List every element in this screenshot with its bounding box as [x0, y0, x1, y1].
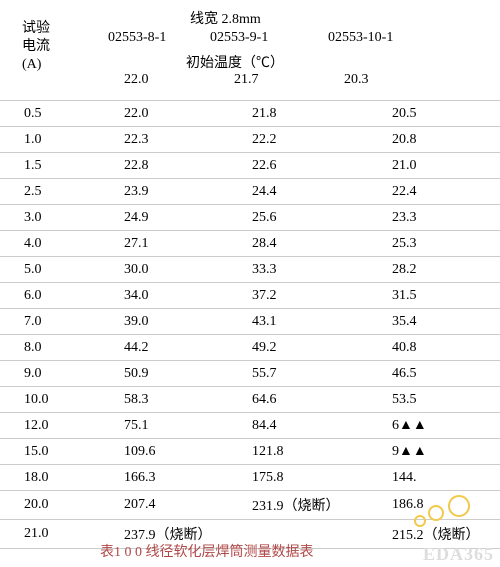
cell-current: 1.5 — [0, 153, 124, 179]
cell-c3: 40.8 — [392, 335, 500, 361]
cell-c2: 121.8 — [252, 439, 392, 465]
cell-c2: 22.6 — [252, 153, 392, 179]
cell-c3: 20.8 — [392, 127, 500, 153]
table-row: 8.044.249.240.8 — [0, 335, 500, 361]
cell-c1: 24.9 — [124, 205, 252, 231]
watermark-text: EDA365 — [423, 544, 494, 565]
cell-c3: 35.4 — [392, 309, 500, 335]
cell-c2: 55.7 — [252, 361, 392, 387]
cell-c3: 144. — [392, 465, 500, 491]
line-width-label: 线宽 2.8mm — [190, 8, 261, 28]
cell-c2: 49.2 — [252, 335, 392, 361]
cell-current: 7.0 — [0, 309, 124, 335]
cell-c3: 25.3 — [392, 231, 500, 257]
cell-c1: 207.4 — [124, 491, 252, 520]
cell-current: 15.0 — [0, 439, 124, 465]
cell-c1: 34.0 — [124, 283, 252, 309]
cell-c2: 28.4 — [252, 231, 392, 257]
cell-c1: 39.0 — [124, 309, 252, 335]
table-row: 12.075.184.46▲▲ — [0, 413, 500, 439]
table-row: 2.523.924.422.4 — [0, 179, 500, 205]
cell-c1: 50.9 — [124, 361, 252, 387]
sample-id-3: 02553-10-1 — [328, 30, 393, 46]
cell-current: 2.5 — [0, 179, 124, 205]
initial-temp-1: 22.0 — [124, 72, 149, 88]
table-row: 10.058.364.653.5 — [0, 387, 500, 413]
watermark-circles — [410, 495, 470, 531]
cell-c1: 22.3 — [124, 127, 252, 153]
table-row: 1.022.322.220.8 — [0, 127, 500, 153]
label-test: 试验 — [22, 20, 50, 38]
table-row: 18.0166.3175.8144. — [0, 465, 500, 491]
cell-c3: 22.4 — [392, 179, 500, 205]
cell-c1: 22.0 — [124, 101, 252, 127]
table-header-block: 试验 电流 (A) 线宽 2.8mm 02553-8-1 02553-9-1 0… — [0, 0, 500, 8]
line-width-text: 线宽 — [190, 12, 218, 27]
sample-id-2: 02553-9-1 — [210, 30, 268, 46]
cell-c1: 44.2 — [124, 335, 252, 361]
cell-c2: 24.4 — [252, 179, 392, 205]
cell-c2: 43.1 — [252, 309, 392, 335]
cell-c1: 75.1 — [124, 413, 252, 439]
cell-current: 10.0 — [0, 387, 124, 413]
cell-c3: 53.5 — [392, 387, 500, 413]
cell-c2: 22.2 — [252, 127, 392, 153]
cell-current: 0.5 — [0, 101, 124, 127]
cell-c1: 109.6 — [124, 439, 252, 465]
cell-current: 4.0 — [0, 231, 124, 257]
cell-current: 3.0 — [0, 205, 124, 231]
cell-c1: 22.8 — [124, 153, 252, 179]
cell-c1: 166.3 — [124, 465, 252, 491]
cell-c3: 46.5 — [392, 361, 500, 387]
cell-c2: 37.2 — [252, 283, 392, 309]
cell-current: 12.0 — [0, 413, 124, 439]
cell-c2: 175.8 — [252, 465, 392, 491]
cell-current: 18.0 — [0, 465, 124, 491]
label-unit: (A) — [22, 56, 50, 74]
page: 试验 电流 (A) 线宽 2.8mm 02553-8-1 02553-9-1 0… — [0, 0, 500, 567]
cell-c3: 28.2 — [392, 257, 500, 283]
table-row: 5.030.033.328.2 — [0, 257, 500, 283]
cell-c3: 31.5 — [392, 283, 500, 309]
table-row: 7.039.043.135.4 — [0, 309, 500, 335]
cell-c2: 64.6 — [252, 387, 392, 413]
initial-temp-label: 初始温度（℃） — [186, 52, 284, 72]
cell-c3: 9▲▲ — [392, 439, 500, 465]
cell-c3: 21.0 — [392, 153, 500, 179]
table-row: 0.522.021.820.5 — [0, 101, 500, 127]
footer-caption: 表1 0 0 线径软化层焊筒测量数据表 — [100, 541, 314, 561]
cell-c3: 20.5 — [392, 101, 500, 127]
current-label-block: 试验 电流 (A) — [22, 20, 50, 74]
cell-current: 8.0 — [0, 335, 124, 361]
cell-c1: 30.0 — [124, 257, 252, 283]
table-row: 15.0109.6121.89▲▲ — [0, 439, 500, 465]
data-table: 0.522.021.820.51.022.322.220.81.522.822.… — [0, 100, 500, 549]
cell-c1: 23.9 — [124, 179, 252, 205]
cell-c2: 33.3 — [252, 257, 392, 283]
label-current: 电流 — [22, 38, 50, 56]
cell-c2: 84.4 — [252, 413, 392, 439]
cell-c1: 27.1 — [124, 231, 252, 257]
cell-current: 1.0 — [0, 127, 124, 153]
data-table-body: 0.522.021.820.51.022.322.220.81.522.822.… — [0, 101, 500, 549]
cell-c2: 21.8 — [252, 101, 392, 127]
cell-c2: 231.9（烧断） — [252, 491, 392, 520]
table-row: 3.024.925.623.3 — [0, 205, 500, 231]
cell-c3: 23.3 — [392, 205, 500, 231]
cell-c3: 6▲▲ — [392, 413, 500, 439]
initial-temp-3: 20.3 — [344, 72, 369, 88]
line-width-value: 2.8mm — [222, 12, 261, 27]
table-row: 6.034.037.231.5 — [0, 283, 500, 309]
cell-current: 6.0 — [0, 283, 124, 309]
table-row: 1.522.822.621.0 — [0, 153, 500, 179]
cell-c2: 25.6 — [252, 205, 392, 231]
initial-temp-2: 21.7 — [234, 72, 259, 88]
cell-current: 9.0 — [0, 361, 124, 387]
cell-c1: 58.3 — [124, 387, 252, 413]
sample-id-1: 02553-8-1 — [108, 30, 166, 46]
cell-current: 20.0 — [0, 491, 124, 520]
cell-current: 5.0 — [0, 257, 124, 283]
table-row: 9.050.955.746.5 — [0, 361, 500, 387]
table-row: 4.027.128.425.3 — [0, 231, 500, 257]
